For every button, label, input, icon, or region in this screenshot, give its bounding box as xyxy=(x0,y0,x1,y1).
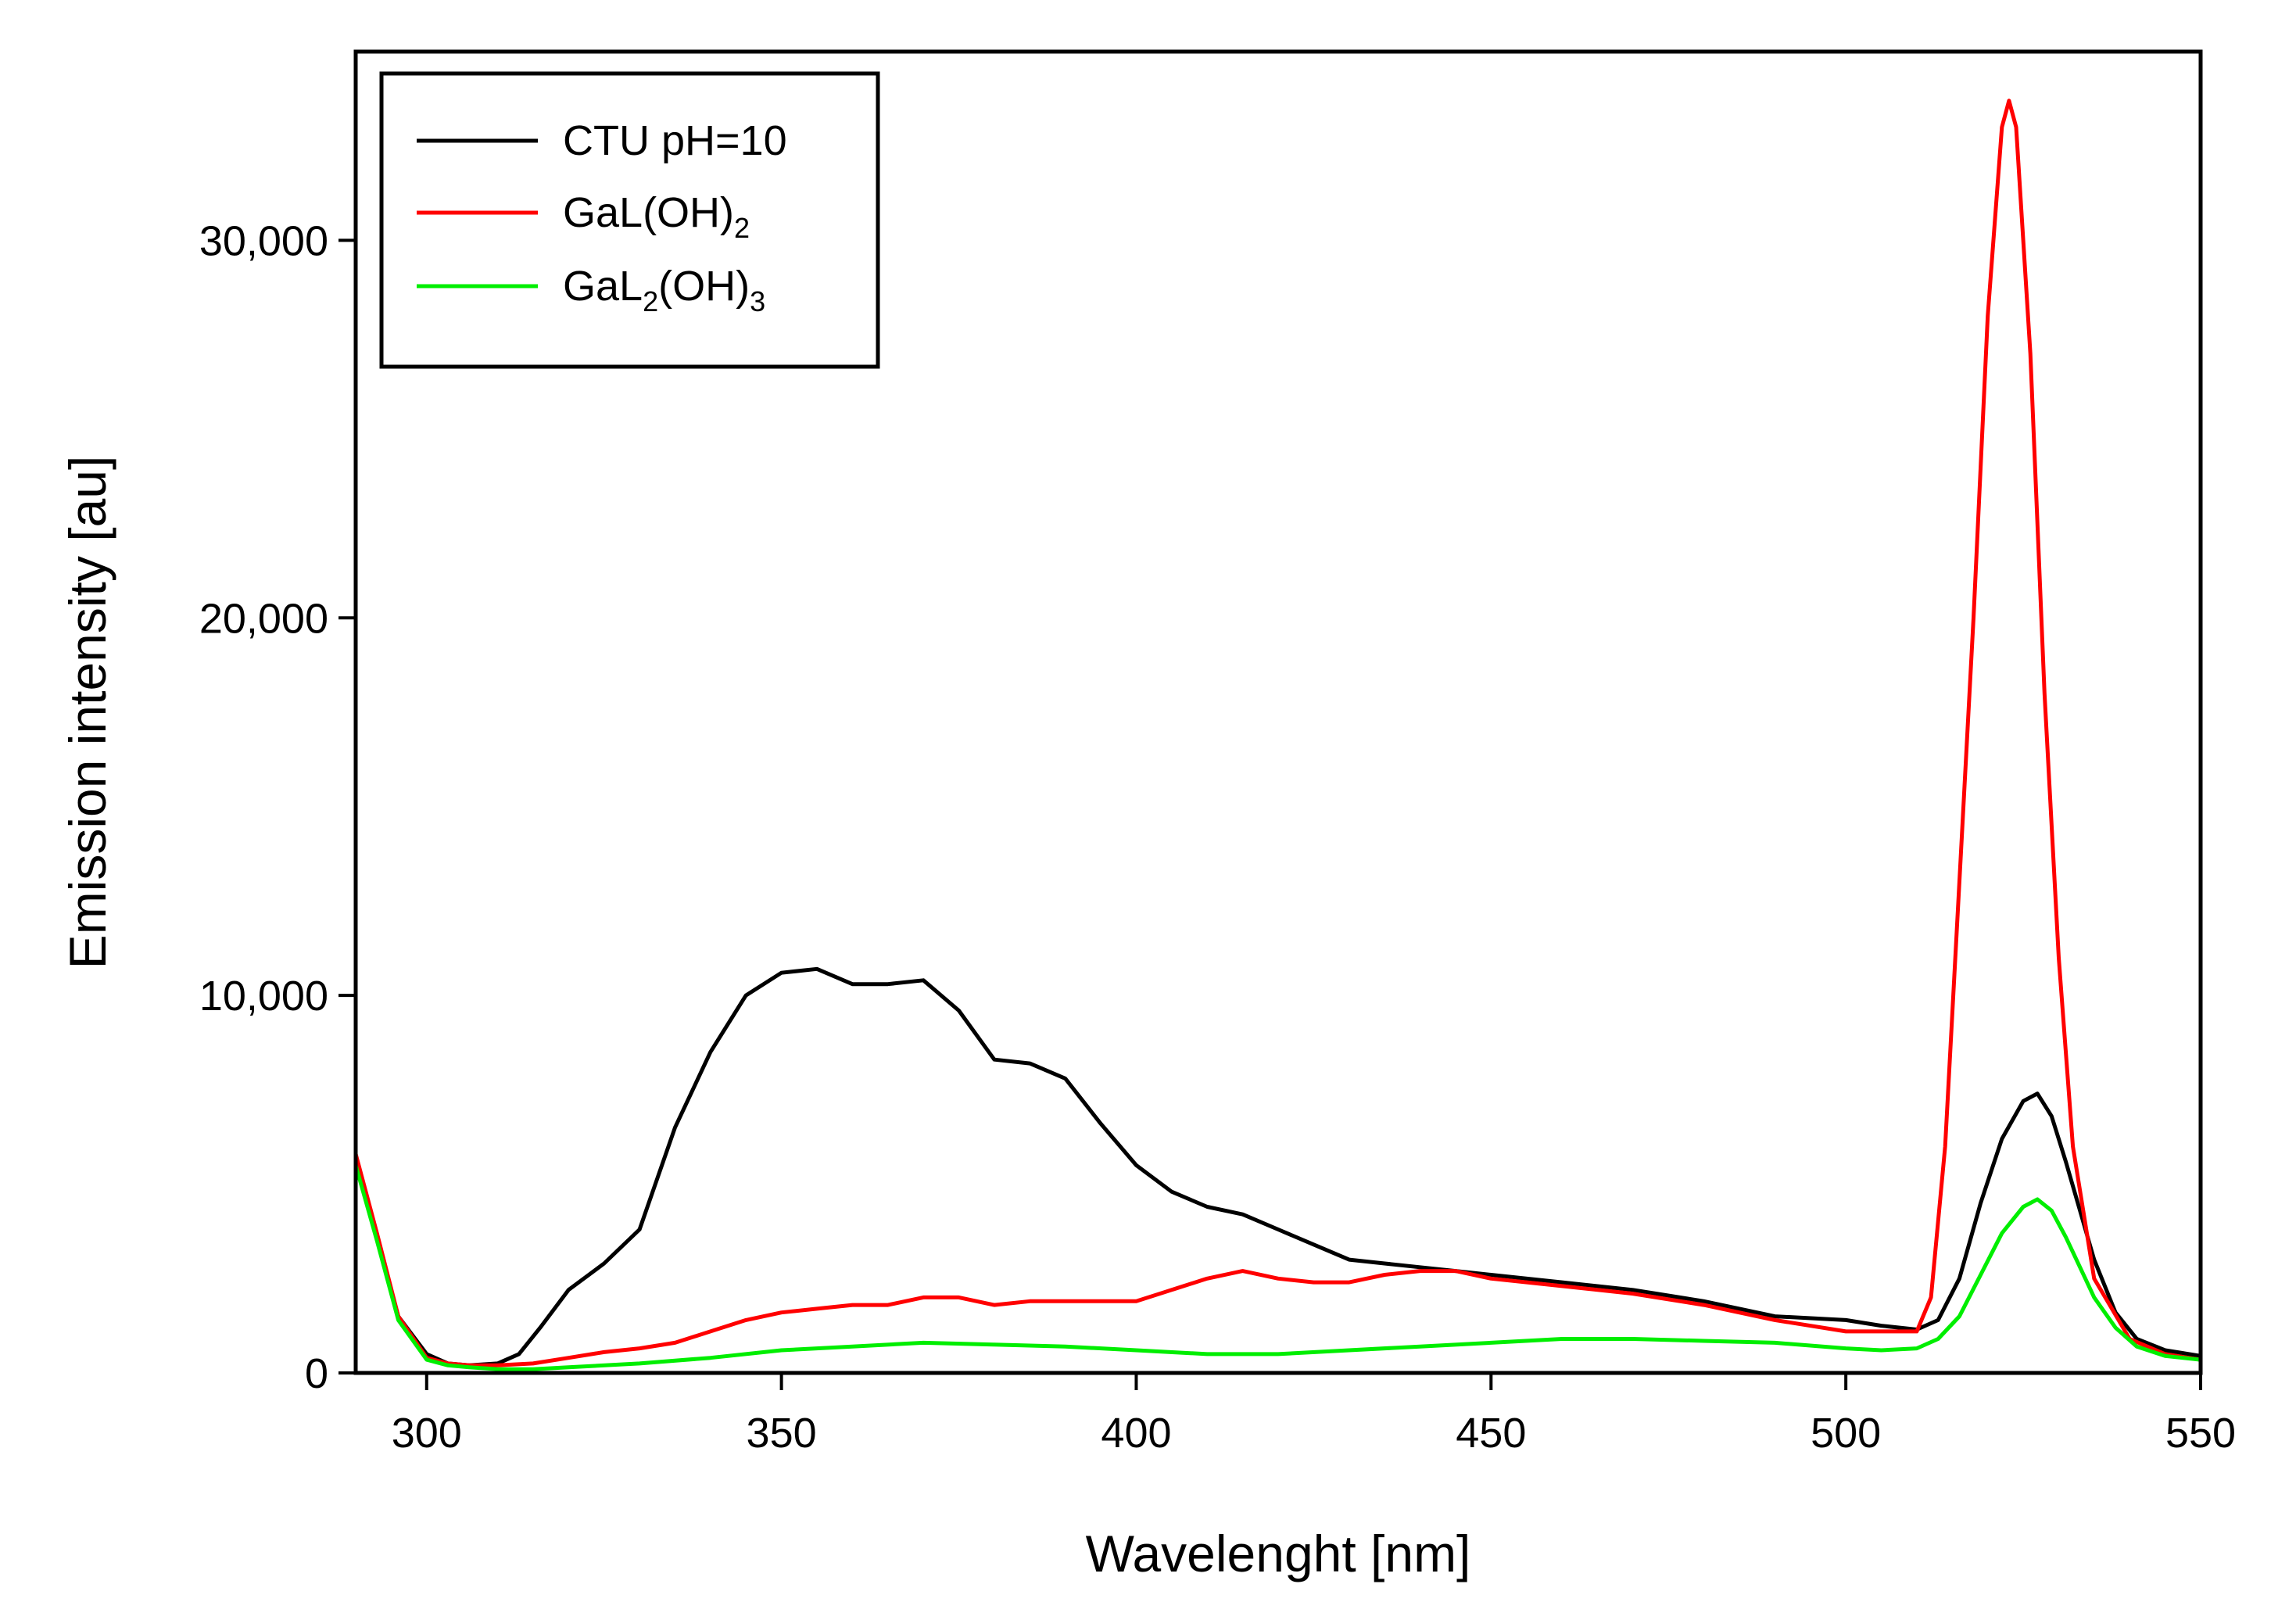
legend-label: GaL2(OH)3 xyxy=(563,263,765,317)
legend-label-main: GaL xyxy=(563,263,643,310)
y-axis: 0 10,000 20,000 30,000 xyxy=(199,217,356,1397)
legend-label: GaL(OH)2 xyxy=(563,189,750,244)
series-line-2 xyxy=(356,99,2201,1367)
legend-label-main: CTU pH=10 xyxy=(563,117,787,164)
legend-label-mid: (OH) xyxy=(658,263,750,310)
series-layer xyxy=(356,99,2201,1371)
y-tick-label: 20,000 xyxy=(199,595,328,642)
series-line-3 xyxy=(356,1164,2201,1371)
x-tick-label: 350 xyxy=(747,1410,817,1457)
legend-box xyxy=(379,71,880,369)
x-axis-title: Wavelenght [nm] xyxy=(1086,1525,1471,1582)
legend-label-main: GaL(OH) xyxy=(563,189,734,236)
x-axis: 300 350 400 450 500 550 xyxy=(392,1373,2236,1457)
x-tick-label: 400 xyxy=(1101,1410,1171,1457)
plot-frame xyxy=(353,49,2203,1375)
x-tick-label: 300 xyxy=(392,1410,462,1457)
legend-subscript: 2 xyxy=(643,285,658,317)
y-tick-label: 10,000 xyxy=(199,973,328,1020)
y-tick-label: 0 xyxy=(305,1350,328,1397)
x-tick-label: 450 xyxy=(1456,1410,1526,1457)
legend-subscript: 2 xyxy=(734,212,750,244)
x-tick-label: 550 xyxy=(2165,1410,2236,1457)
legend-label: CTU pH=10 xyxy=(563,117,787,164)
series-line-1 xyxy=(356,966,2201,1367)
y-axis-title: Emission intensity [au] xyxy=(59,456,116,969)
x-tick-label: 500 xyxy=(1811,1410,1881,1457)
legend-subscript: 3 xyxy=(750,285,765,317)
y-tick-label: 30,000 xyxy=(199,217,328,264)
